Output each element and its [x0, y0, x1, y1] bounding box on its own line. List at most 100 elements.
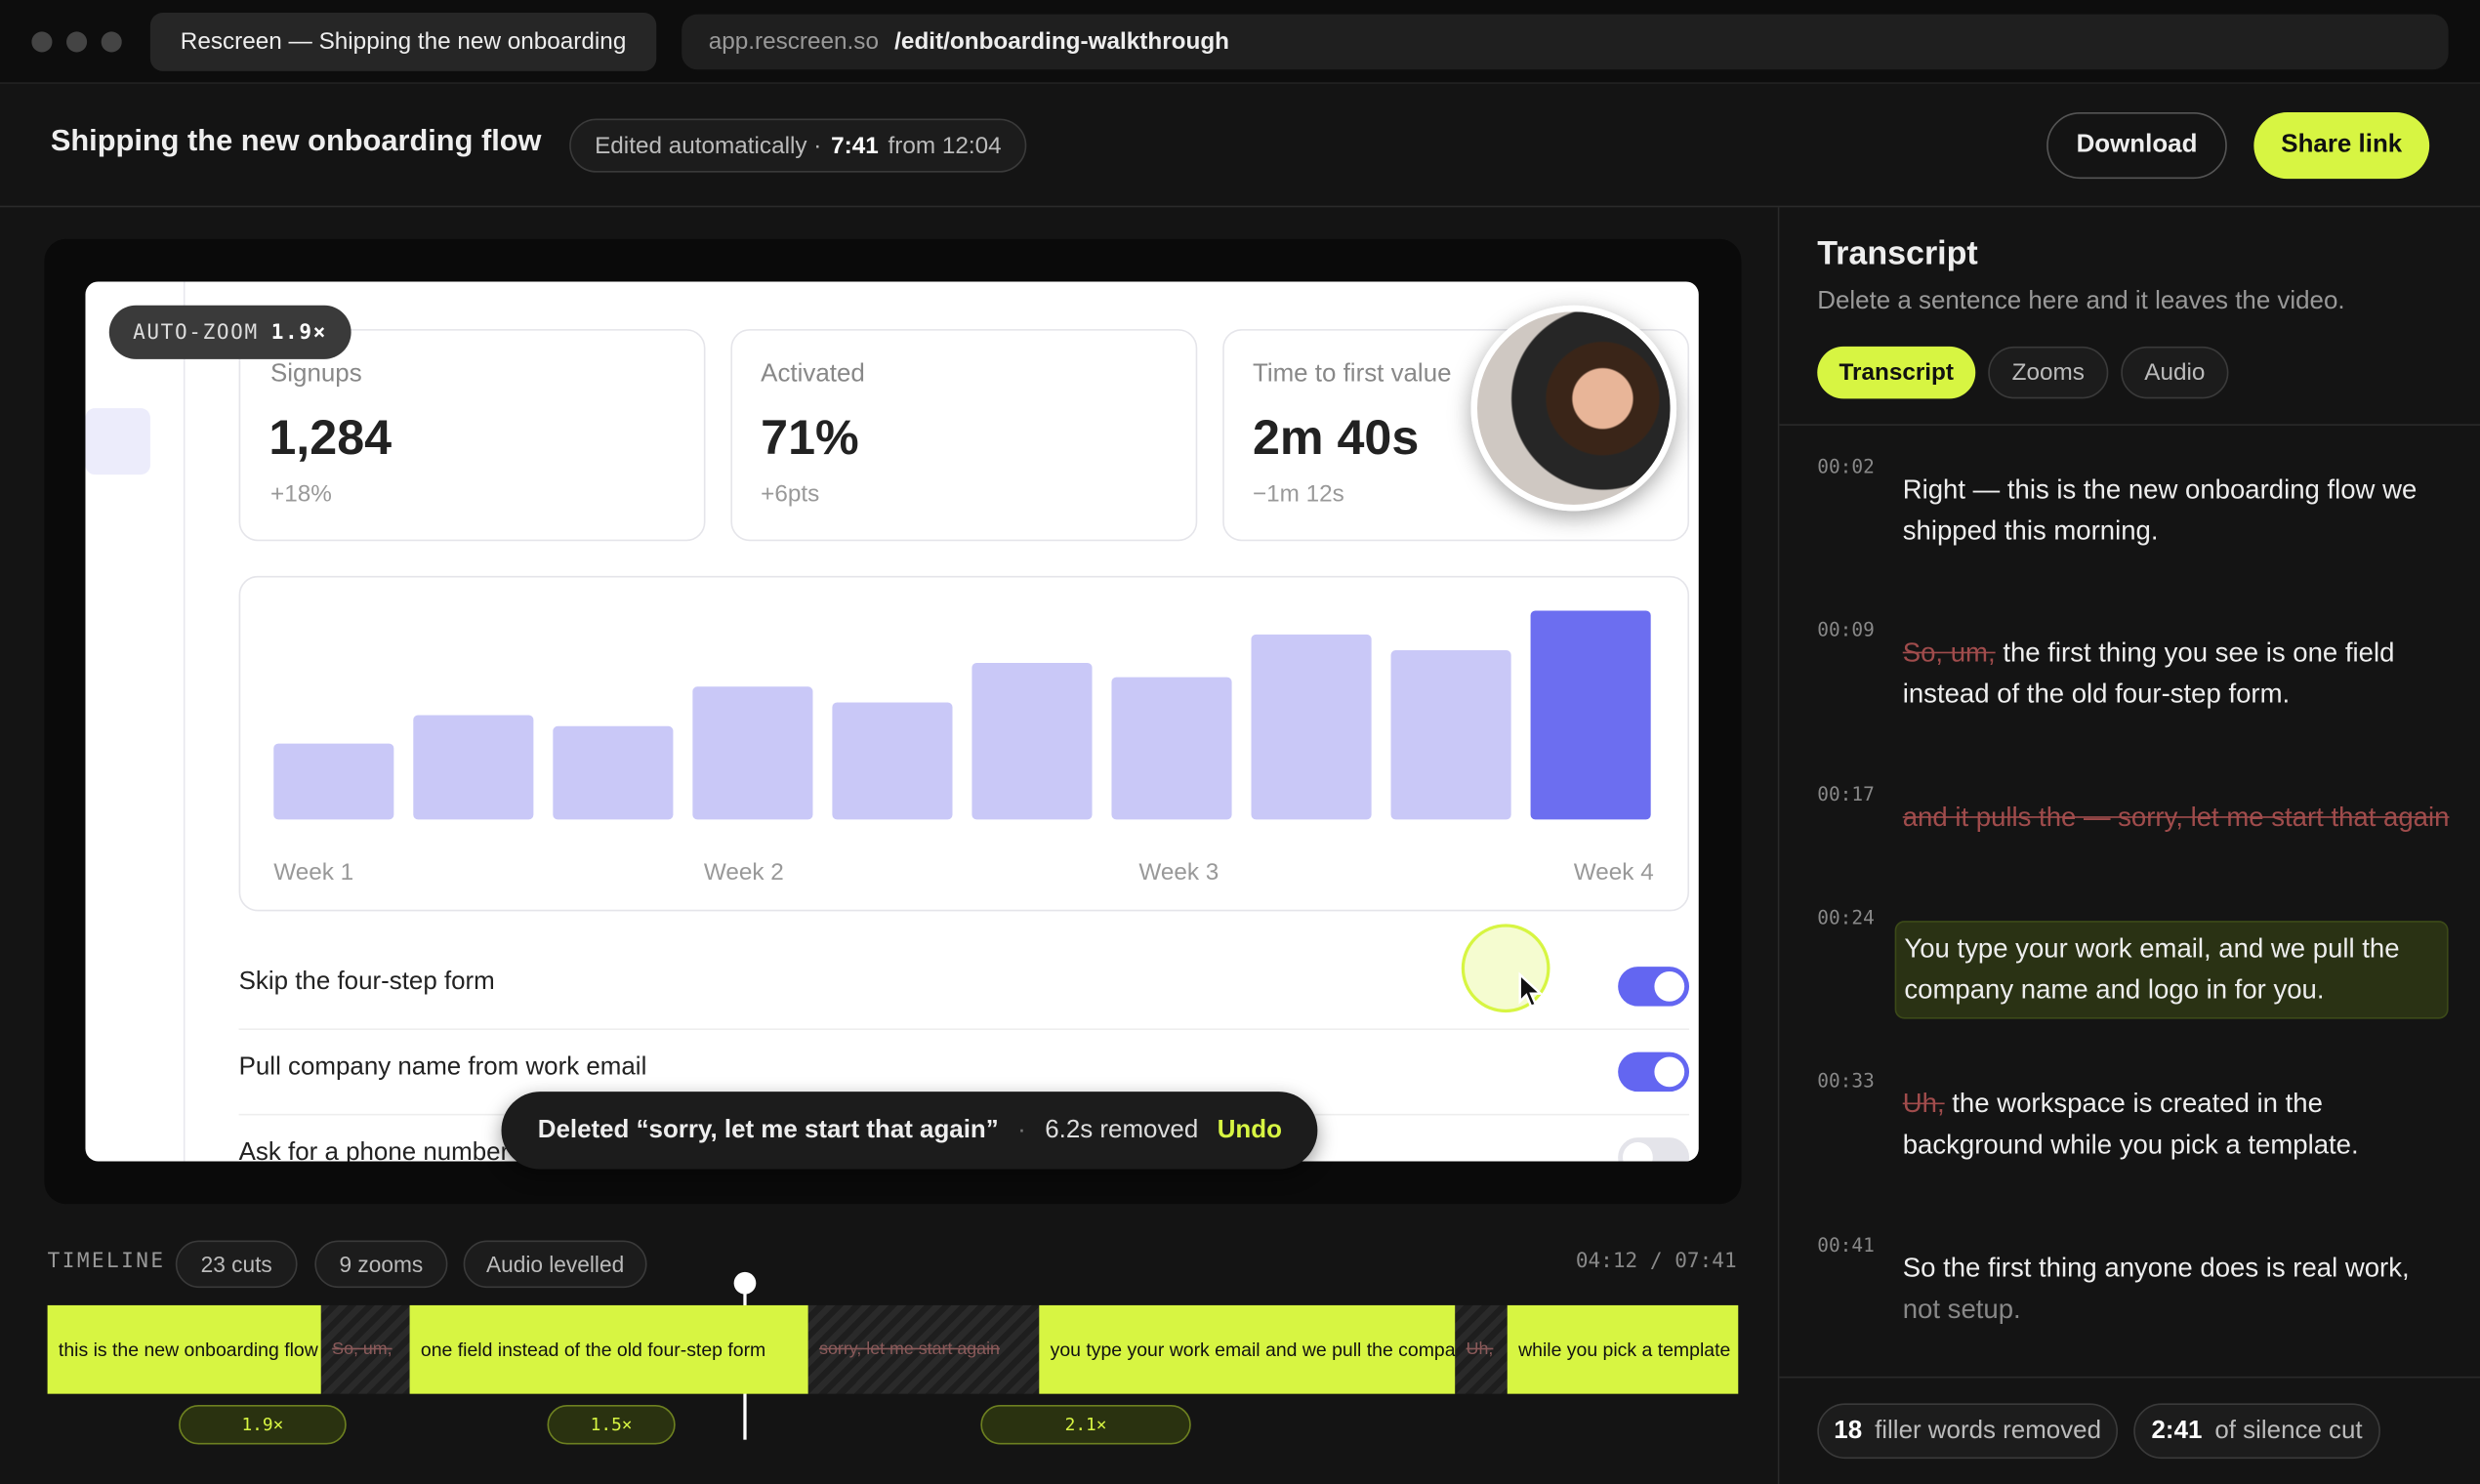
- timeline-chip: Audio levelled: [463, 1240, 647, 1289]
- bar: [971, 662, 1093, 820]
- panel-title: Transcript: [1817, 235, 1978, 272]
- sentence: So the first thing anyone does is real w…: [1902, 1253, 2410, 1284]
- zoom-badge: AUTO-ZOOM 1.9×: [108, 305, 351, 359]
- toggle[interactable]: [1618, 1137, 1690, 1162]
- toggle-label: Ask for a phone number: [238, 1138, 510, 1162]
- stat-value: 18: [1834, 1417, 1863, 1444]
- stat-label: Signups: [270, 360, 362, 389]
- timeline-chip: 23 cuts: [175, 1240, 298, 1289]
- x-label: Week 4: [1574, 859, 1654, 886]
- stat-value: 71%: [761, 409, 859, 466]
- faded-text: not setup.: [1902, 1294, 2021, 1325]
- tab[interactable]: Audio: [2121, 346, 2229, 399]
- timestamp: 00:24: [1817, 906, 1875, 929]
- share-button[interactable]: Share link: [2253, 112, 2430, 180]
- playhead-handle[interactable]: [733, 1271, 757, 1295]
- timestamp: 00:02: [1817, 455, 1875, 478]
- divider: [1779, 1376, 2480, 1379]
- timestamp: 00:17: [1817, 783, 1875, 805]
- sidebar-edge: [183, 281, 186, 1162]
- timecode: 04:12 / 07:41: [1575, 1250, 1737, 1274]
- bar: [1111, 677, 1232, 820]
- timeline-segment[interactable]: one field instead of the old four-step f…: [409, 1304, 808, 1394]
- transcript-entry[interactable]: So, um, the first thing you see is one f…: [1895, 633, 2449, 715]
- status-prefix: Edited automatically ·: [595, 132, 822, 159]
- webcam-bubble: [1470, 305, 1677, 512]
- stat-label: filler words removed: [1875, 1417, 2101, 1444]
- x-label: Week 1: [273, 859, 353, 886]
- timeline-segment[interactable]: sorry, let me start again: [807, 1304, 1040, 1394]
- transcript-entry[interactable]: Uh, the workspace is created in the back…: [1895, 1084, 2449, 1166]
- toggle[interactable]: [1618, 967, 1690, 1007]
- stat-card: [730, 329, 1198, 542]
- zoom-chip[interactable]: 1.5×: [547, 1405, 676, 1445]
- panel-subtitle: Delete a sentence here and it leaves the…: [1817, 287, 2345, 315]
- timeline-label: TIMELINE: [47, 1250, 166, 1274]
- toast-text: Deleted “sorry, let me start that again”: [537, 1116, 999, 1143]
- stat-delta: +18%: [270, 480, 332, 509]
- timeline-segment[interactable]: this is the new onboarding flow: [47, 1304, 321, 1394]
- timeline-segment[interactable]: Uh,: [1455, 1304, 1508, 1394]
- toast: Deleted “sorry, let me start that again”…: [501, 1092, 1319, 1170]
- bar-chart: Week 1 Week 2 Week 3 Week 4: [273, 610, 1654, 886]
- removed-text: and it pulls the — sorry, let me start t…: [1902, 802, 2450, 833]
- zoom-chip[interactable]: 1.9×: [179, 1405, 347, 1445]
- cursor: [1518, 971, 1544, 1009]
- timestamp: 00:09: [1817, 618, 1875, 641]
- tab[interactable]: Transcript: [1817, 346, 1976, 399]
- transcript-entry[interactable]: Right — this is the new onboarding flow …: [1895, 470, 2449, 552]
- badge-label: AUTO-ZOOM: [133, 320, 259, 345]
- timestamp: 00:41: [1817, 1233, 1875, 1257]
- timeline-segment[interactable]: while you pick a template: [1507, 1304, 1739, 1394]
- x-label: Week 3: [1138, 859, 1219, 886]
- timeline-chip: 9 zooms: [314, 1240, 448, 1289]
- download-button[interactable]: Download: [2046, 112, 2227, 180]
- bar: [1530, 610, 1651, 820]
- sentence: You type your work email, and we pull th…: [1904, 933, 2400, 1006]
- transcript-entry[interactable]: and it pulls the — sorry, let me start t…: [1895, 798, 2450, 839]
- toggle[interactable]: [1618, 1051, 1690, 1092]
- stat-label: Activated: [761, 360, 865, 389]
- stat-label: of silence cut: [2214, 1417, 2363, 1444]
- footer-stat: 18 filler words removed: [1817, 1403, 2119, 1460]
- sentence: the first thing you see is one field ins…: [1902, 638, 2395, 709]
- timeline-segment[interactable]: So, um,: [320, 1304, 410, 1394]
- stat-value: 1,284: [269, 409, 393, 466]
- window-dot[interactable]: [31, 31, 53, 53]
- window-dot[interactable]: [101, 31, 122, 53]
- zoom-chip[interactable]: 2.1×: [980, 1405, 1191, 1445]
- transcript-entry[interactable]: So the first thing anyone does is real w…: [1895, 1249, 2449, 1331]
- timeline-segment[interactable]: you type your work email and we pull the…: [1039, 1304, 1456, 1394]
- toggle-label: Skip the four-step form: [238, 968, 495, 996]
- bar: [832, 702, 953, 820]
- undo-button[interactable]: Undo: [1217, 1116, 1282, 1143]
- stat-delta: +6pts: [761, 480, 820, 509]
- stat-label: Time to first value: [1252, 360, 1452, 389]
- edit-status: Edited automatically · 7:41 from 12:04: [569, 118, 1027, 173]
- badge-value: 1.9×: [270, 320, 327, 345]
- transcript-entry[interactable]: You type your work email, and we pull th…: [1894, 921, 2449, 1019]
- toggle-label: Pull company name from work email: [238, 1053, 647, 1081]
- url-path: /edit/onboarding-walkthrough: [894, 28, 1230, 56]
- url-bar[interactable]: app.rescreen.so/edit/onboarding-walkthro…: [682, 14, 2449, 70]
- stat-value: 2:41: [2151, 1417, 2203, 1444]
- removed-text: Uh,: [1902, 1088, 1945, 1119]
- bar: [692, 686, 813, 820]
- stat-delta: −1m 12s: [1252, 480, 1344, 509]
- bar: [1390, 650, 1511, 820]
- screen: Signups 1,284 +18% Activated 71% +6pts T…: [85, 281, 1699, 1162]
- sentence: the workspace is created in the backgrou…: [1902, 1088, 2359, 1160]
- project-title: Shipping the new onboarding flow: [50, 125, 542, 159]
- bar: [413, 715, 534, 820]
- browser-tab[interactable]: Rescreen — Shipping the new onboarding: [149, 12, 657, 71]
- footer-stat: 2:41 of silence cut: [2133, 1403, 2380, 1460]
- divider: [238, 1028, 1690, 1030]
- timestamp: 00:33: [1817, 1069, 1875, 1092]
- window-dot[interactable]: [66, 31, 88, 53]
- divider: [1777, 207, 1780, 1484]
- toast-removed: 6.2s removed: [1045, 1116, 1199, 1143]
- divider: [0, 205, 2480, 208]
- tab[interactable]: Zooms: [1988, 346, 2109, 399]
- status-suffix: from 12:04: [888, 132, 1002, 159]
